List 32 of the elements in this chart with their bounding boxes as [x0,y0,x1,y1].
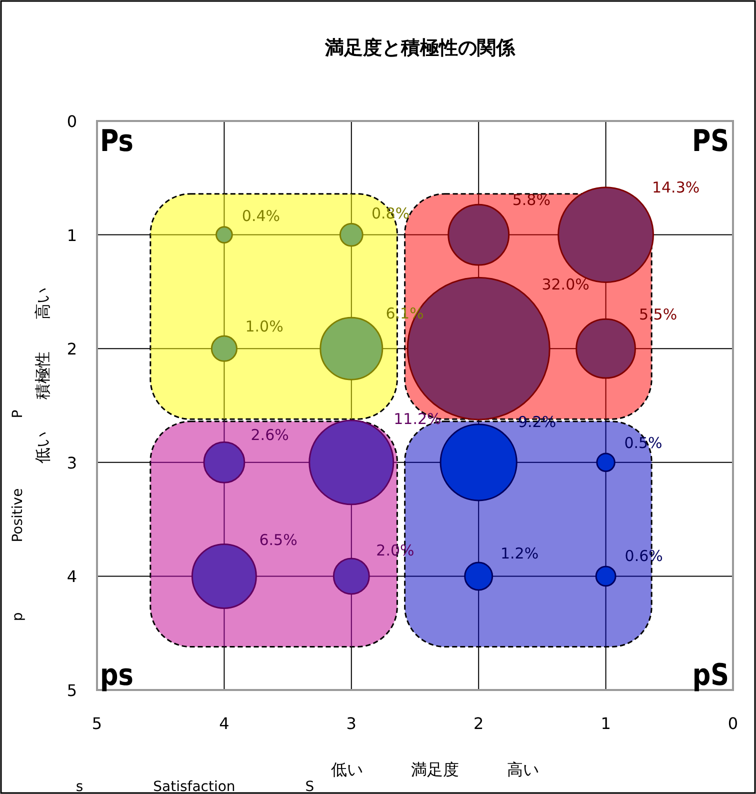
y-axis-title: 低い 積極性 高い [33,288,52,464]
x-tick-label: 4 [219,714,230,733]
data-label: 1.2% [500,544,539,562]
annotation: ps [100,656,134,693]
data-label: 11.2% [394,410,442,428]
y-tick-label: 1 [66,226,78,245]
x-tick-label: 0 [728,714,738,733]
data-label: 0.4% [242,207,280,226]
annotation: PS [692,122,729,159]
y-tick-label: 3 [66,453,78,472]
x-tick-label: 5 [92,714,102,733]
y-tick-label: 0 [66,112,78,131]
x-axis-title: 低い 満足度 高い [331,760,539,779]
x-tick-label: 2 [474,714,484,733]
text: p Positive P [10,410,26,622]
chart-title: 満足度と積極性の関係 [324,37,516,59]
y-tick-label: 4 [66,567,78,586]
annotation: Ps [100,122,134,159]
data-label: 6.5% [259,531,298,550]
x-tick-label: 3 [346,714,356,733]
data-label: 2.6% [250,426,289,444]
data-label: 32.0% [542,275,590,294]
y-tick-label: 5 [66,681,78,700]
data-label: 5.8% [512,191,550,210]
y-tick-label: 2 [66,340,78,359]
x-tick-label: 1 [600,714,611,733]
data-label: 1.0% [245,318,284,336]
data-label: 5.5% [638,305,678,324]
data-label: 6.1% [386,304,424,322]
annotation: pS [692,656,729,693]
text: s Satisfaction S [76,779,314,794]
data-label: 14.3% [652,178,700,197]
